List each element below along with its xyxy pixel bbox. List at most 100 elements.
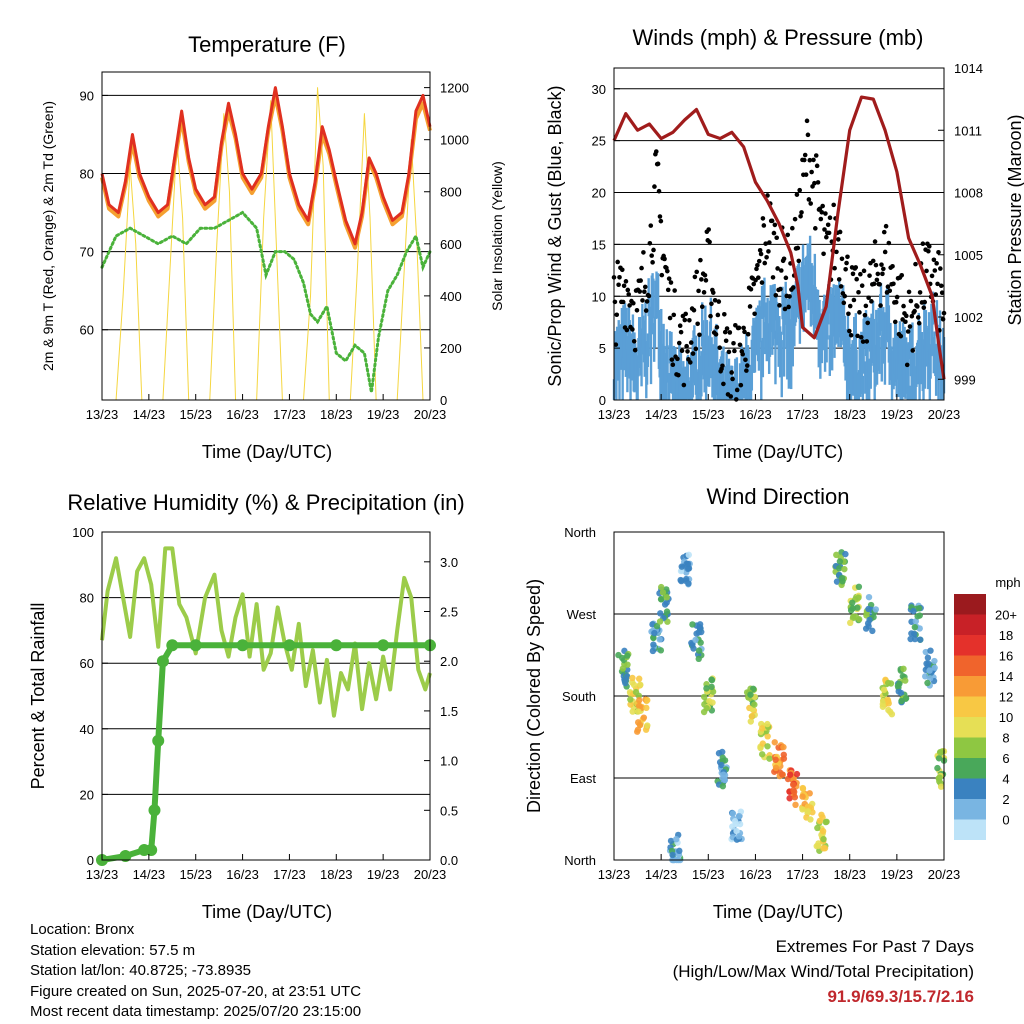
y2-tick-label: 400 (440, 289, 462, 304)
wind-gust-point (796, 258, 802, 264)
wind-gust-point (685, 349, 690, 354)
wind-gust-point (655, 161, 661, 167)
wind-direction-point (931, 664, 938, 671)
y2-tick-label: 1.0 (440, 754, 458, 769)
wind-direction-xlabel: Time (Day/UTC) (713, 902, 843, 922)
wind-gust-point (940, 316, 946, 322)
wind-gust-point (621, 283, 627, 289)
rainfall-point (283, 639, 296, 652)
colorbar-swatch (954, 696, 986, 717)
y-tick-label: 10 (592, 289, 606, 304)
y2-tick-label: 0.5 (440, 803, 458, 818)
wind-direction-point (822, 818, 829, 826)
wind-gust-point (862, 312, 868, 318)
x-tick-label: 14/23 (133, 407, 166, 422)
wind-gust-point (714, 324, 720, 330)
wind-gust-point (762, 260, 768, 266)
colorbar-swatch (954, 758, 986, 779)
x-tick-label: 14/23 (645, 867, 678, 882)
colorbar-label: 12 (999, 690, 1013, 705)
wind-gust-point (894, 294, 900, 300)
wind-direction-point (678, 563, 685, 570)
wind-gust-point (917, 290, 923, 295)
wind-gust-point (614, 312, 620, 318)
wind-direction-point (816, 817, 824, 825)
wind-gust-point (620, 299, 626, 305)
wind-gust-point (820, 203, 825, 209)
extremes-box: Extremes For Past 7 Days (High/Low/Max W… (673, 934, 974, 1009)
relative-humidity-line (100, 546, 432, 718)
winds-title: Winds (mph) & Pressure (mb) (633, 25, 924, 50)
wind-gust-point (675, 356, 680, 362)
wind-direction-point (695, 647, 703, 654)
wind-gust-point (804, 118, 810, 124)
wind-direction-point (807, 816, 814, 823)
colorbar-swatch (954, 778, 986, 799)
wind-direction-point (865, 593, 873, 601)
wind-direction-point (792, 801, 799, 809)
wind-gust-point (625, 287, 631, 293)
y2-tick-label: 1014 (954, 61, 983, 76)
colorbar-swatch (954, 717, 986, 738)
humidity-panel: Relative Humidity (%) & Precipitation (i… (28, 490, 465, 922)
wind-direction-point (719, 754, 726, 761)
wind-gust-point (906, 289, 912, 295)
wind-gust-point (656, 188, 662, 194)
wind-direction-point (663, 608, 671, 615)
wind-gust-point (814, 163, 820, 169)
colorbar-swatch (954, 594, 986, 615)
wind-gust-point (874, 277, 880, 283)
wind-gust-point (731, 340, 736, 346)
wind-gust-point (912, 308, 917, 314)
wind-direction-point (927, 647, 934, 654)
wind-direction-point (695, 655, 702, 663)
wind-direction-point (924, 679, 931, 687)
wind-gust-point (921, 305, 927, 310)
wind-gust-point (818, 216, 824, 222)
winds-xlabel: Time (Day/UTC) (713, 442, 843, 462)
wind-direction-point (787, 771, 794, 778)
wind-direction-point (764, 720, 771, 728)
wind-direction-point (764, 733, 771, 740)
wind-direction-point (855, 583, 863, 591)
wind-gust-point (848, 332, 854, 338)
wind-gust-point (844, 260, 849, 266)
wind-gust-point (696, 288, 701, 294)
wind-gust-point (671, 312, 677, 318)
y-tick-label: 20 (80, 787, 94, 802)
wind-gust-point (647, 240, 653, 246)
wind-gust-point (702, 272, 708, 278)
wind-direction-point (627, 696, 634, 703)
wind-direction-point (673, 835, 680, 843)
x-tick-label: 13/23 (86, 407, 119, 422)
wind-gust-point (642, 289, 647, 295)
wind-direction-point (644, 696, 651, 704)
wind-direction-point (908, 630, 915, 637)
wind-gust-point (801, 157, 807, 163)
wind-direction-point (852, 613, 860, 621)
wind-gust-point (811, 157, 816, 163)
wind-gust-point (710, 290, 716, 295)
wind-gust-point (858, 271, 863, 277)
wind-gust-point (809, 169, 814, 175)
wind-gust-point (798, 214, 803, 219)
wind-gust-point (790, 225, 795, 231)
wind-gust-point (872, 239, 878, 244)
wind-gust-point (758, 251, 764, 257)
wind-gust-point (751, 281, 757, 287)
wind-gust-point (881, 229, 887, 235)
wind-gust-point (926, 244, 932, 249)
wind-gust-point (694, 269, 700, 275)
wind-gust-point (651, 247, 656, 253)
wind-gust-point (742, 329, 747, 335)
wind-gust-point (619, 267, 625, 273)
wind-direction-point (766, 755, 773, 762)
x-tick-label: 19/23 (881, 407, 914, 422)
wind-gust-point (792, 216, 798, 222)
wind-direction-point (733, 827, 740, 835)
wind-gust-point (627, 303, 632, 308)
wind-gust-point (708, 313, 713, 319)
x-tick-label: 20/23 (928, 867, 961, 882)
wind-gust-point (863, 303, 869, 309)
wind-gust-point (853, 265, 859, 270)
